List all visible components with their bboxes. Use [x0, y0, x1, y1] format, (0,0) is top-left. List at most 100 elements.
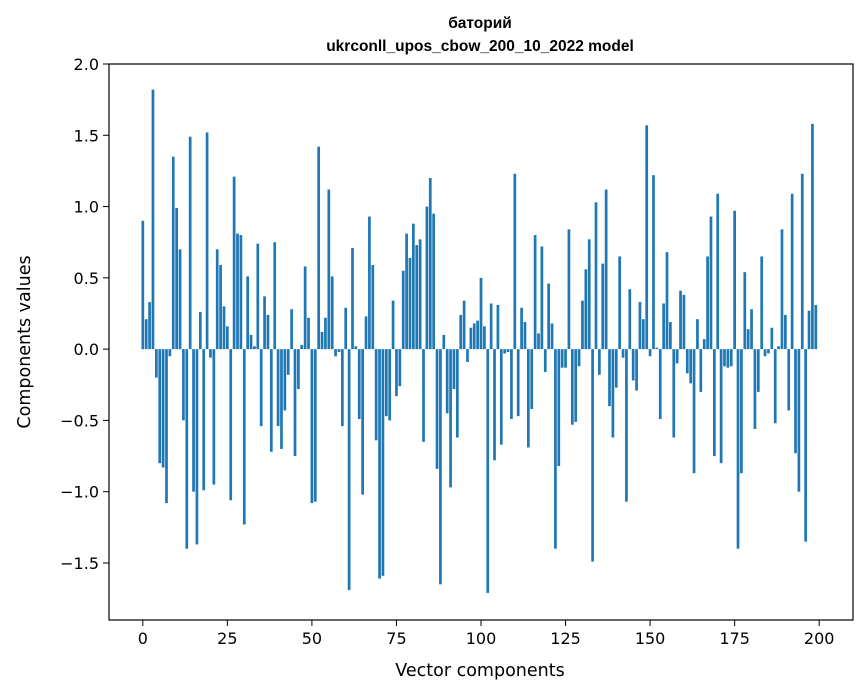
bar-161 — [685, 349, 689, 374]
bar-94 — [459, 314, 463, 350]
bar-22 — [215, 249, 219, 350]
y-tick-label-4: 0.5 — [74, 269, 99, 288]
bar-21 — [212, 349, 216, 485]
bar-92 — [452, 349, 456, 390]
bar-4 — [154, 349, 158, 378]
bar-99 — [476, 320, 479, 350]
bar-59 — [340, 349, 344, 427]
y-tick-label-0: −1.5 — [60, 554, 99, 573]
bar-176 — [736, 349, 740, 549]
bar-51 — [313, 349, 317, 502]
bar-88 — [439, 349, 442, 585]
bar-186 — [770, 327, 774, 350]
bar-29 — [239, 235, 243, 350]
bar-6 — [161, 349, 165, 468]
y-tick-label-3: 0.0 — [74, 340, 99, 359]
y-tick-label-5: 1.0 — [74, 198, 99, 217]
bar-90 — [445, 349, 449, 414]
bar-160 — [682, 294, 686, 350]
plot-frame — [108, 63, 854, 621]
chart-subtitle: ukrconll_upos_cbow_200_10_2022 model — [326, 38, 634, 55]
bar-162 — [689, 349, 693, 384]
bar-85 — [428, 178, 432, 350]
chart-title: баторий — [448, 15, 512, 32]
bar-174 — [729, 349, 733, 367]
x-tick-label-100: 100 — [466, 629, 497, 648]
bar-53 — [320, 332, 324, 350]
bar-199 — [814, 304, 818, 350]
bar-57 — [334, 349, 337, 357]
bar-107 — [503, 349, 507, 354]
bar-76 — [398, 349, 402, 387]
bar-182 — [756, 349, 760, 392]
bar-164 — [696, 319, 699, 350]
bar-104 — [493, 349, 496, 461]
bar-89 — [442, 334, 446, 350]
bar-126 — [567, 229, 571, 350]
bar-3 — [151, 89, 155, 350]
y-tick-label-2: −0.5 — [60, 411, 99, 430]
bar-109 — [510, 349, 513, 419]
x-tick-label-150: 150 — [635, 629, 666, 648]
bar-30 — [242, 349, 246, 525]
bar-91 — [449, 349, 452, 488]
bar-195 — [800, 173, 804, 350]
bar-16 — [195, 349, 199, 545]
bar-86 — [432, 213, 436, 350]
bar-66 — [364, 316, 368, 350]
bar-72 — [384, 349, 388, 417]
bar-113 — [523, 322, 527, 350]
bar-124 — [560, 349, 564, 368]
bar-116 — [533, 235, 537, 350]
bar-46 — [297, 349, 300, 390]
bar-172 — [723, 349, 726, 367]
bar-20 — [209, 349, 212, 358]
bar-26 — [229, 349, 233, 501]
bar-147 — [638, 302, 642, 350]
bar-19 — [205, 132, 209, 350]
bar-152 — [655, 347, 659, 350]
bar-100 — [479, 277, 483, 350]
bar-63 — [354, 346, 358, 350]
bar-179 — [746, 329, 750, 350]
bar-81 — [415, 245, 419, 350]
bar-196 — [804, 349, 808, 542]
bar-70 — [378, 349, 381, 579]
x-axis-ticks: 0 25 50 75 100 125 150 175 200 — [138, 620, 834, 648]
bar-118 — [540, 246, 544, 350]
x-tick-label-75: 75 — [386, 629, 406, 648]
bar-43 — [286, 349, 290, 375]
bar-74 — [391, 300, 395, 350]
bar-36 — [263, 296, 266, 350]
bar-40 — [276, 349, 280, 427]
y-tick-label-1: −1.0 — [60, 483, 99, 502]
bar-154 — [662, 303, 665, 350]
bar-198 — [811, 123, 814, 350]
bar-68 — [371, 265, 375, 350]
bar-24 — [222, 306, 226, 350]
bar-67 — [368, 216, 371, 350]
bar-87 — [435, 349, 439, 469]
bar-141 — [618, 256, 622, 350]
bar-61 — [347, 349, 351, 591]
bar-177 — [740, 349, 743, 474]
bar-49 — [307, 317, 310, 350]
bar-138 — [608, 349, 611, 407]
bar-32 — [249, 334, 253, 350]
bar-13 — [185, 349, 189, 549]
bar-82 — [418, 239, 422, 350]
bar-73 — [388, 349, 392, 421]
bar-45 — [293, 349, 297, 457]
bar-12 — [182, 349, 185, 421]
bar-48 — [303, 266, 307, 350]
bar-80 — [412, 223, 415, 350]
bar-158 — [675, 349, 679, 364]
bar-180 — [750, 309, 753, 350]
bar-9 — [171, 156, 175, 350]
bar-114 — [526, 349, 530, 448]
bar-169 — [712, 349, 716, 457]
y-tick-label-6: 1.5 — [74, 126, 99, 145]
x-tick-label-50: 50 — [302, 629, 322, 648]
bar-190 — [784, 314, 787, 350]
bar-157 — [672, 349, 676, 438]
